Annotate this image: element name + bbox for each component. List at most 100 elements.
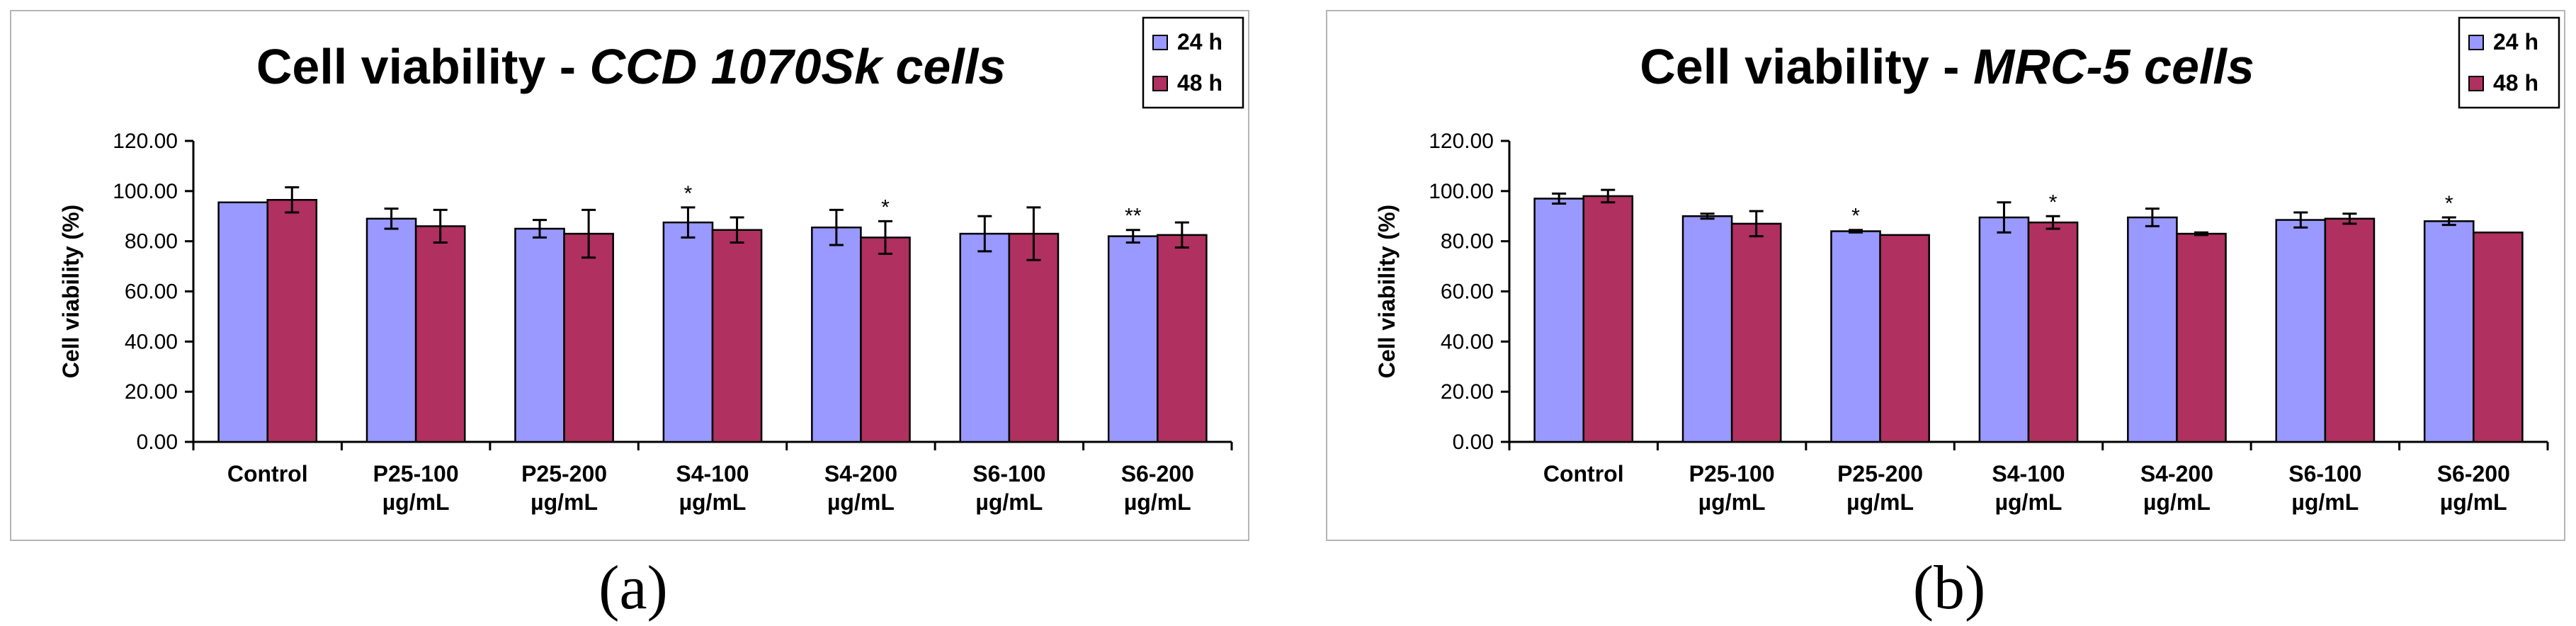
y-tick-label: 20.00 <box>1441 380 1494 404</box>
legend-swatch <box>2468 76 2484 91</box>
x-tick-label: µg/mL <box>1995 489 2062 515</box>
x-tick-label: µg/mL <box>1698 489 1766 515</box>
x-tick-label: µg/mL <box>530 489 598 515</box>
y-tick-label: 20.00 <box>125 380 178 404</box>
x-tick-label: µg/mL <box>2440 489 2507 515</box>
x-tick-label: S6-100 <box>2288 461 2361 486</box>
bar-48h-1 <box>1582 195 1634 443</box>
significance-marker: * <box>2049 190 2058 214</box>
y-axis-label: Cell viability (%) <box>58 205 84 378</box>
x-tick-label: µg/mL <box>1846 489 1914 515</box>
bar-24h-2 <box>1681 215 1733 443</box>
bar-48h-4 <box>711 229 763 443</box>
y-tick-label: 120.00 <box>113 130 178 153</box>
y-tick-label: 120.00 <box>1429 130 1494 153</box>
legend-label: 48 h <box>1177 70 1222 96</box>
y-tick-label: 40.00 <box>1441 330 1494 353</box>
legend: 24 h 48 h <box>1142 16 1244 109</box>
chart-title-italic: MRC-5 cells <box>1973 39 2254 94</box>
bar-24h-5 <box>811 226 862 443</box>
y-tick-label: 0.00 <box>137 431 178 454</box>
significance-marker: * <box>684 182 693 205</box>
legend: 24 h 48 h <box>2458 16 2560 109</box>
legend-swatch <box>1152 35 1168 50</box>
legend-label: 24 h <box>1177 29 1222 55</box>
bar-48h-1 <box>266 198 318 443</box>
x-tick-label: Control <box>1543 461 1624 486</box>
x-tick-label: S4-100 <box>676 461 749 486</box>
bar-chart-svg: 0.00 20.00 40.00 60.00 80.00 100.00 120.00 Cell… <box>58 16 1244 515</box>
y-tick-label: 60.00 <box>125 280 178 304</box>
panel-label-a: (a) <box>598 554 668 622</box>
x-tick-label: µg/mL <box>827 489 895 515</box>
bar-48h-3 <box>1879 234 1930 443</box>
y-tick-label: 100.00 <box>113 180 178 203</box>
bar-48h-4 <box>2027 221 2079 443</box>
chart-panel-a: Cell viability - CCD 1070Sk cells 0.00 20… <box>10 10 1249 541</box>
bar-48h-7 <box>1157 234 1208 443</box>
x-tick-label: µg/mL <box>2291 489 2359 515</box>
y-tick-label: 0.00 <box>1453 431 1494 454</box>
bar-24h-7 <box>1107 235 1159 443</box>
legend-label: 24 h <box>2493 29 2538 55</box>
bar-48h-5 <box>2176 232 2227 443</box>
legend-box <box>1142 16 1244 109</box>
significance-marker: ** <box>1125 205 1142 228</box>
y-tick-label: 100.00 <box>1429 180 1494 203</box>
y-tick-label: 40.00 <box>125 330 178 353</box>
bar-chart-svg: 0.00 20.00 40.00 60.00 80.00 100.00 120.00 Cell… <box>1374 16 2560 515</box>
bar-24h-6 <box>2275 219 2327 443</box>
chart-title-main: Cell viability - <box>256 39 590 94</box>
bar-24h-3 <box>514 227 565 443</box>
significance-marker: * <box>881 195 890 219</box>
y-tick-label: 60.00 <box>1441 280 1494 304</box>
bar-24h-1 <box>217 201 268 443</box>
significance-marker: * <box>1851 205 1860 228</box>
legend-box <box>2458 16 2560 109</box>
bar-24h-6 <box>959 232 1011 443</box>
bar-24h-1 <box>1533 198 1584 443</box>
x-tick-label: S6-100 <box>972 461 1045 486</box>
x-tick-label: µg/mL <box>2143 489 2211 515</box>
legend-swatch <box>1152 76 1168 91</box>
bar-24h-3 <box>1830 230 1881 443</box>
bar-24h-4 <box>662 221 714 443</box>
bar-48h-3 <box>563 232 614 443</box>
x-tick-label: S4-200 <box>2140 461 2213 486</box>
bar-24h-7 <box>2423 220 2475 443</box>
bar-48h-2 <box>1730 222 1782 443</box>
bar-24h-5 <box>2127 216 2178 443</box>
chart-title-main: Cell viability - <box>1640 39 1973 94</box>
bar-48h-2 <box>414 225 466 443</box>
bar-24h-4 <box>1978 216 2030 443</box>
y-axis-label: Cell viability (%) <box>1374 205 1400 378</box>
x-tick-label: S4-200 <box>824 461 897 486</box>
legend-swatch <box>2468 35 2484 50</box>
x-tick-label: µg/mL <box>382 489 450 515</box>
chart-panel-b: Cell viability - MRC-5 cells 0.00 20.00 40… <box>1326 10 2565 541</box>
x-tick-label: S6-200 <box>1121 461 1194 486</box>
x-tick-label: µg/mL <box>679 489 747 515</box>
panel-label-b: (b) <box>1912 554 1986 622</box>
x-tick-label: µg/mL <box>1124 489 1191 515</box>
bar-24h-2 <box>365 217 417 443</box>
x-tick-label: µg/mL <box>975 489 1043 515</box>
bar-48h-7 <box>2473 232 2524 443</box>
legend-label: 48 h <box>2493 70 2538 96</box>
x-tick-label: P25-200 <box>1837 461 1923 486</box>
x-tick-label: S4-100 <box>1992 461 2065 486</box>
chart-title: Cell viability - CCD 1070Sk cells <box>11 38 1251 95</box>
significance-marker: * <box>2445 192 2453 215</box>
x-tick-label: P25-200 <box>521 461 607 486</box>
bar-48h-6 <box>1008 232 1060 443</box>
x-tick-label: Control <box>227 461 308 486</box>
chart-title: Cell viability - MRC-5 cells <box>1327 38 2567 95</box>
x-tick-label: P25-100 <box>373 461 459 486</box>
bar-48h-6 <box>2324 217 2376 443</box>
x-tick-label: S6-200 <box>2437 461 2510 486</box>
y-tick-label: 80.00 <box>1441 230 1494 254</box>
bar-48h-5 <box>860 237 911 443</box>
y-tick-label: 80.00 <box>125 230 178 254</box>
chart-title-italic: CCD 1070Sk cells <box>589 39 1006 94</box>
x-tick-label: P25-100 <box>1689 461 1775 486</box>
